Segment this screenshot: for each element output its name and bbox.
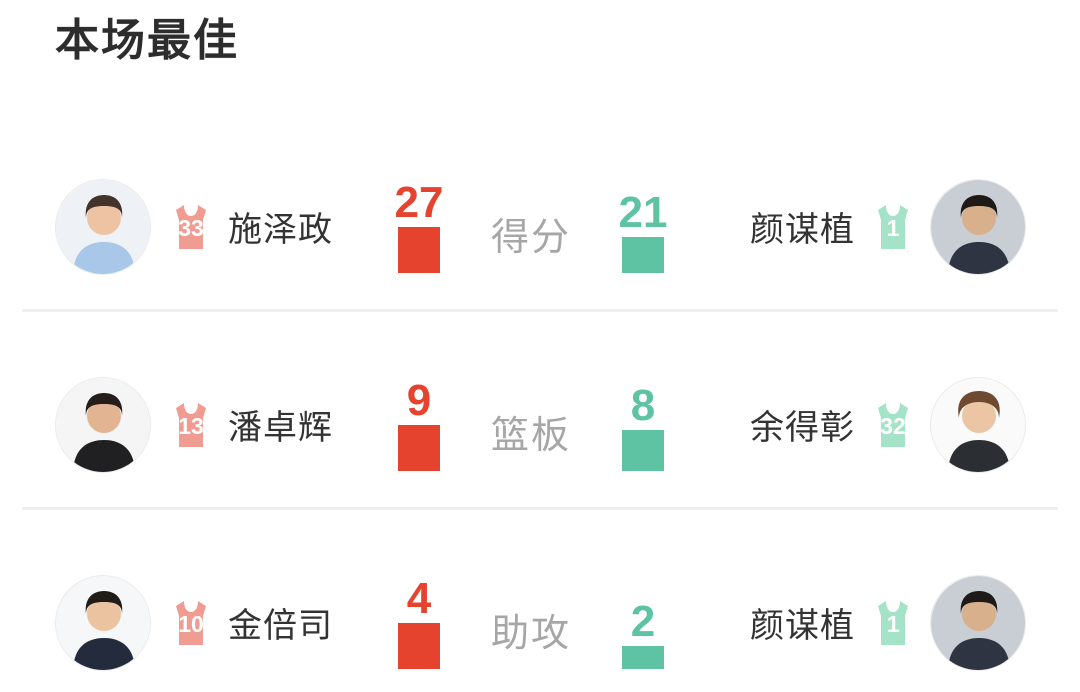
row-divider <box>22 507 1058 510</box>
right-stat: 8 <box>615 380 671 471</box>
player-avatar[interactable] <box>55 376 151 473</box>
right-player[interactable]: 颜谋植 1 <box>725 178 1026 275</box>
jersey-number: 13 <box>178 412 204 439</box>
player-avatar[interactable] <box>930 376 1026 473</box>
stat-row-points: 33 施泽政 27 得分 21 颜谋植 1 <box>0 114 1080 309</box>
stat-comparison: 4 助攻 2 <box>330 573 725 669</box>
jersey-icon: 13 <box>167 401 215 449</box>
jersey-number: 10 <box>178 610 204 637</box>
panel-header: 本场最佳 <box>0 0 1080 114</box>
player-name: 潘卓辉 <box>228 409 333 447</box>
right-player[interactable]: 余得彰 32 <box>725 376 1026 473</box>
person-avatar-icon <box>931 575 1025 670</box>
left-stat-value: 27 <box>394 177 444 227</box>
person-avatar-icon <box>931 179 1025 274</box>
jersey-icon: 1 <box>869 203 917 251</box>
page-title: 本场最佳 <box>55 16 239 65</box>
left-stat: 4 <box>391 573 447 669</box>
jersey-number: 1 <box>886 214 900 241</box>
jersey-icon: 33 <box>167 203 215 251</box>
left-stat-value: 9 <box>406 375 432 425</box>
player-avatar[interactable] <box>55 574 151 671</box>
left-player[interactable]: 10 金倍司 <box>55 574 333 671</box>
jersey-number: 32 <box>880 412 906 439</box>
jersey-icon: 1 <box>869 599 917 647</box>
player-name: 颜谋植 <box>750 607 855 645</box>
left-stat-bar <box>398 226 440 273</box>
right-stat-value: 21 <box>618 187 668 237</box>
left-stat-value: 4 <box>406 573 432 623</box>
player-name: 施泽政 <box>228 211 333 249</box>
right-player[interactable]: 颜谋植 1 <box>725 574 1026 671</box>
right-stat-bar <box>621 429 664 471</box>
player-avatar[interactable] <box>930 574 1026 671</box>
right-stat-value: 2 <box>630 596 656 646</box>
right-stat-value: 8 <box>630 380 656 430</box>
stat-comparison: 27 得分 21 <box>330 177 725 273</box>
stat-row-assists: 10 金倍司 4 助攻 2 颜谋植 1 <box>0 510 1080 692</box>
stat-label: 篮板 <box>490 414 571 457</box>
stat-label: 助攻 <box>490 612 571 655</box>
left-stat: 27 <box>391 177 447 273</box>
player-name: 金倍司 <box>228 607 333 645</box>
person-avatar-icon <box>56 377 150 472</box>
jersey-icon: 32 <box>869 401 917 449</box>
left-stat-bar <box>398 424 440 471</box>
person-avatar-icon <box>56 179 150 274</box>
jersey-number: 33 <box>178 214 204 241</box>
left-stat: 9 <box>391 375 447 471</box>
right-stat: 21 <box>615 187 671 273</box>
player-avatar[interactable] <box>930 178 1026 275</box>
person-avatar-icon <box>931 377 1025 472</box>
left-player[interactable]: 13 潘卓辉 <box>55 376 333 473</box>
player-name: 颜谋植 <box>750 211 855 249</box>
right-stat: 2 <box>615 596 671 669</box>
right-stat-bar <box>621 645 664 669</box>
stat-row-rebounds: 13 潘卓辉 9 篮板 8 余得彰 32 <box>0 312 1080 507</box>
stat-label: 得分 <box>490 216 571 259</box>
left-stat-bar <box>398 622 440 669</box>
stat-comparison: 9 篮板 8 <box>330 375 725 471</box>
right-stat-bar <box>621 236 664 273</box>
left-player[interactable]: 33 施泽政 <box>55 178 333 275</box>
player-avatar[interactable] <box>55 178 151 275</box>
jersey-icon: 10 <box>167 599 215 647</box>
player-name: 余得彰 <box>750 409 855 447</box>
row-divider <box>22 309 1058 312</box>
person-avatar-icon <box>56 575 150 670</box>
jersey-number: 1 <box>886 610 900 637</box>
